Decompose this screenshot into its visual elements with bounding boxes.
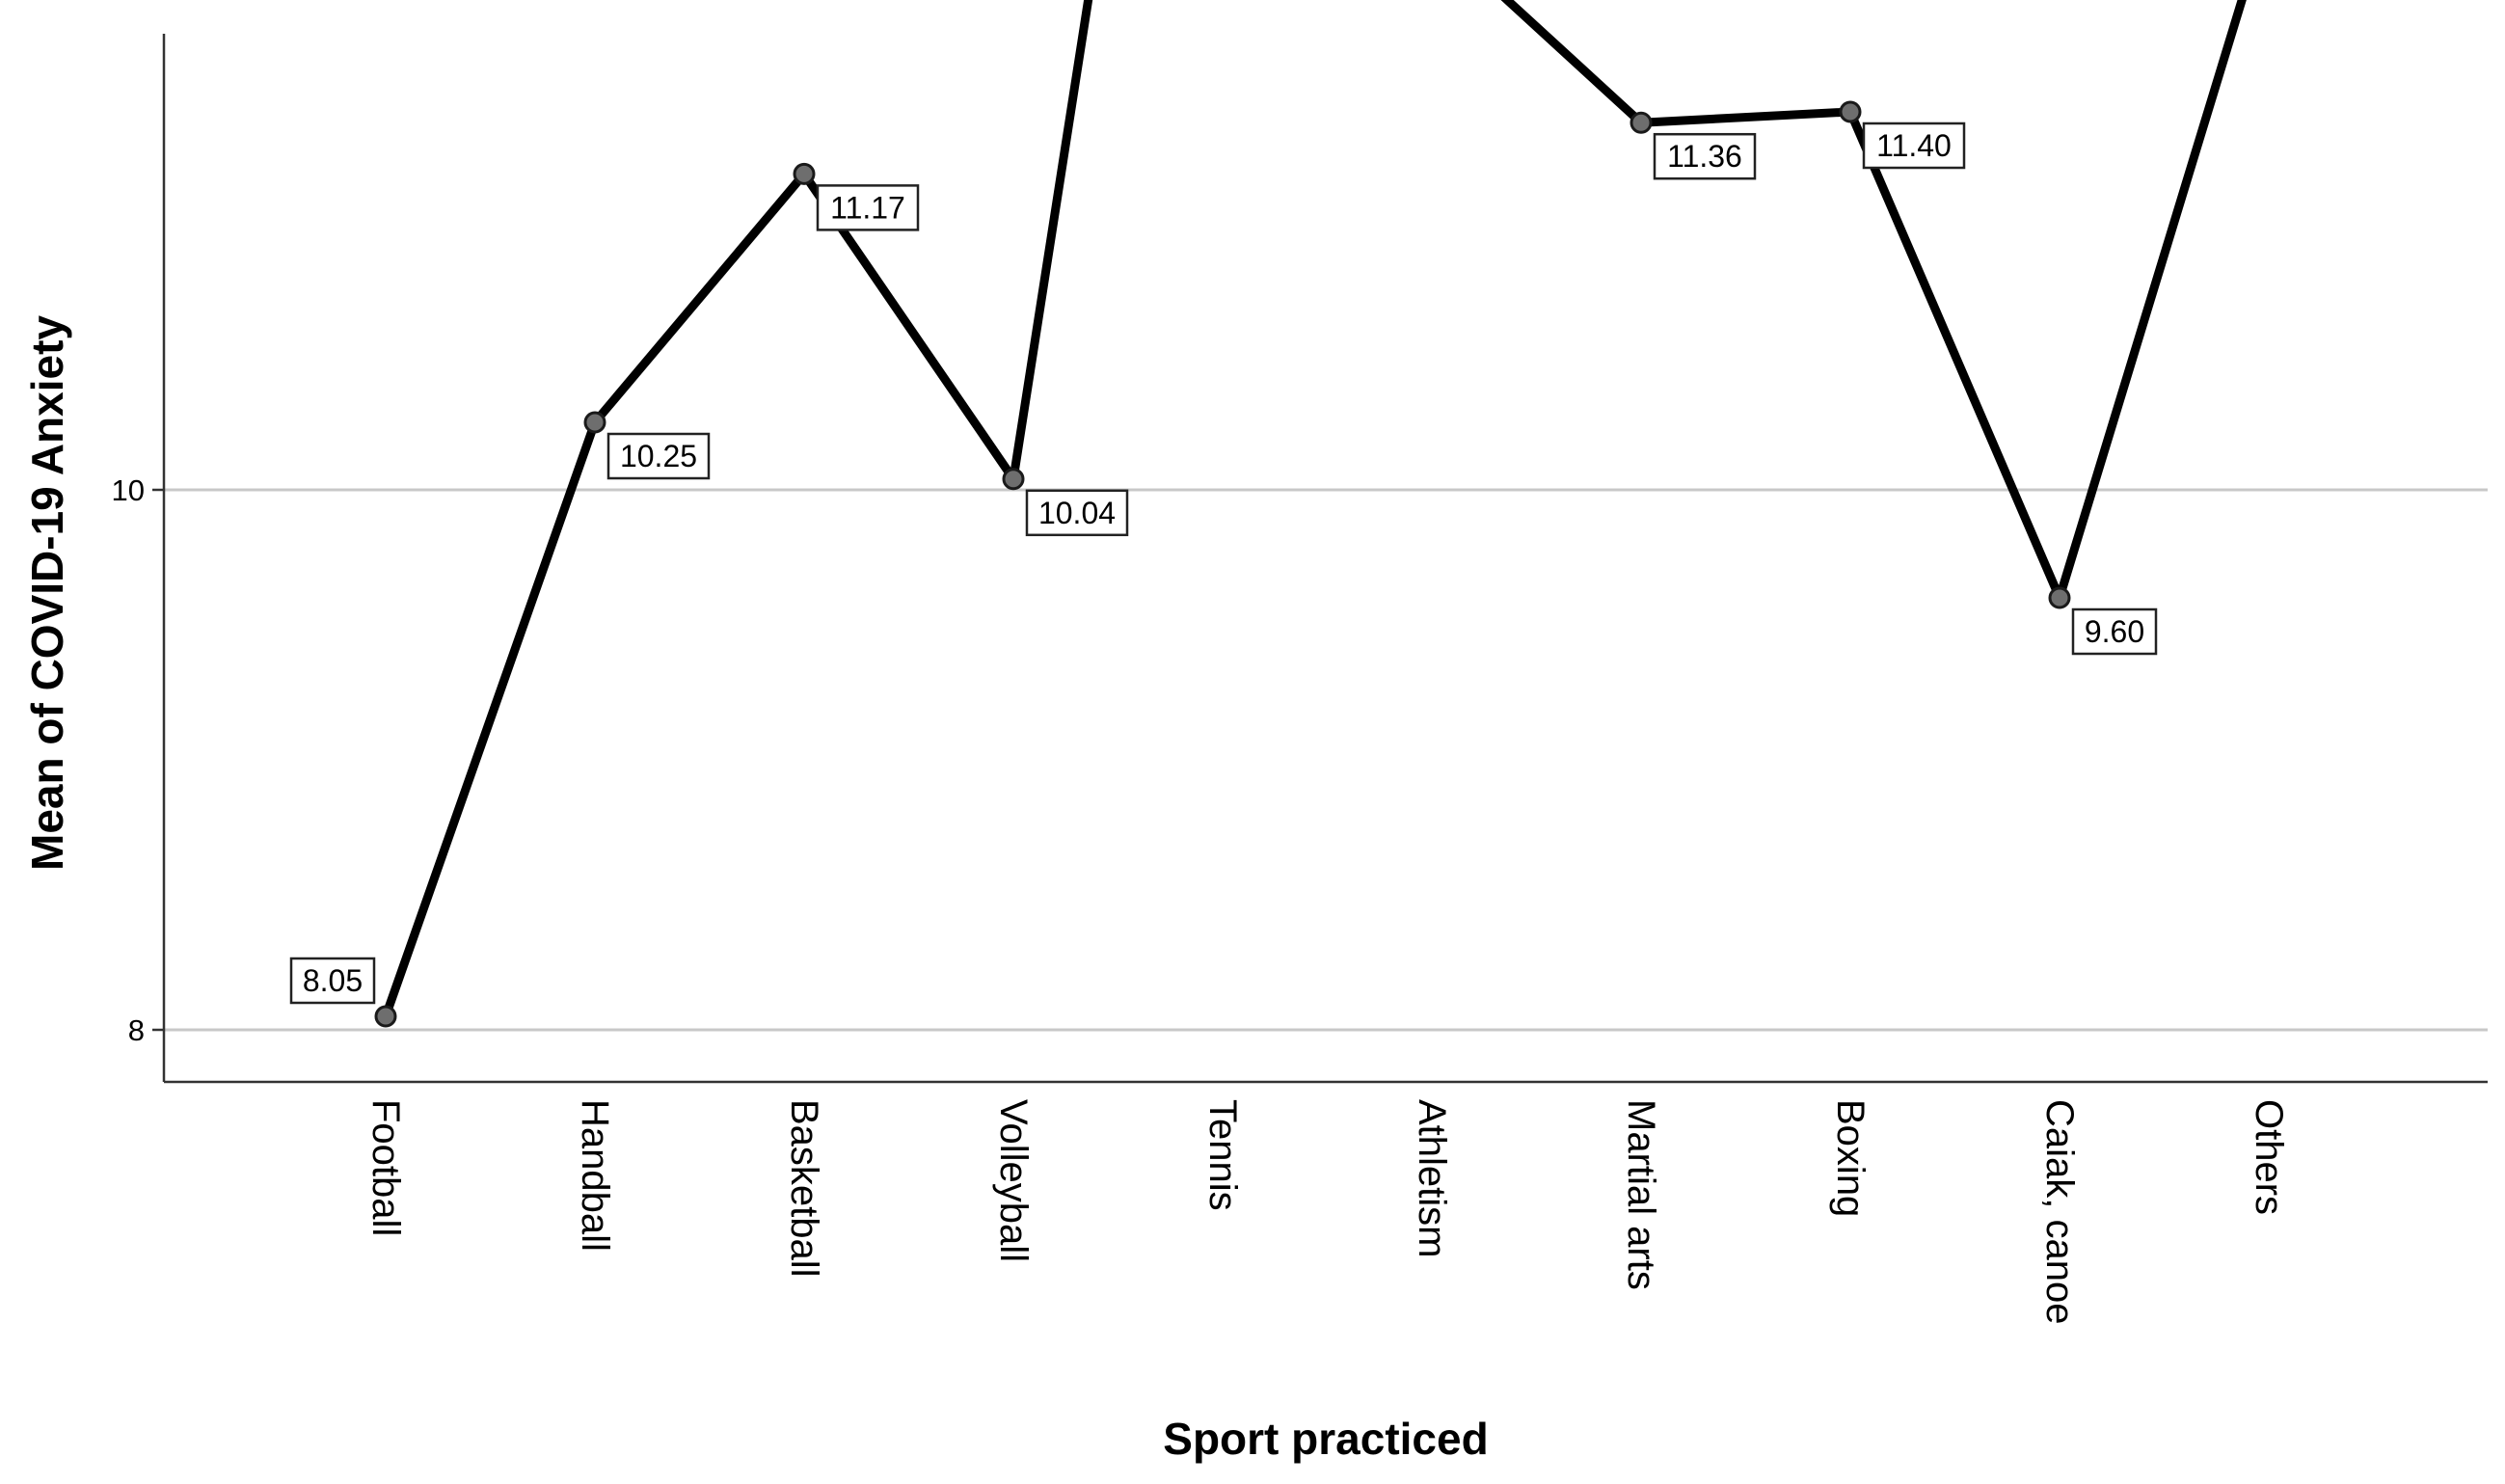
- x-axis-category-labels: Football Handball Basketball Volleyball Tenn…: [364, 1099, 2290, 1324]
- axes: [162, 34, 2488, 1084]
- data-label: 11.36: [1667, 139, 1742, 174]
- data-point: [2048, 586, 2071, 609]
- data-label-box: [289, 957, 376, 1005]
- x-tick-label: Handball: [574, 1099, 616, 1252]
- data-label-box: [1025, 489, 1129, 537]
- x-tick-label: Basketball: [783, 1099, 825, 1278]
- x-tick-label: Martial arts: [1620, 1099, 1662, 1290]
- series: [374, 0, 2247, 1028]
- y-tick-label: 8: [128, 1013, 145, 1047]
- data-point: [1630, 111, 1653, 134]
- data-label: 11.17: [830, 190, 905, 225]
- data-label-box: [1653, 132, 1757, 180]
- x-tick-label: Athletism: [1411, 1099, 1453, 1258]
- gridlines: [164, 488, 2488, 1032]
- x-tick-label: Football: [364, 1099, 407, 1236]
- data-point: [1002, 468, 1025, 491]
- data-label: 10.04: [1038, 496, 1116, 530]
- data-label: 8.05: [303, 963, 363, 998]
- data-labels: 8.0510.2511.1710.0415.0012.0711.3611.409…: [289, 121, 2158, 1005]
- x-axis-title: Sport practiced: [1163, 1414, 1488, 1464]
- data-label: 11.40: [1876, 128, 1952, 163]
- data-point: [374, 1005, 397, 1028]
- series-line: [381, 0, 2247, 1021]
- data-label-box: [606, 432, 711, 480]
- data-point: [583, 411, 606, 434]
- x-tick-label: Others: [2248, 1099, 2290, 1215]
- x-tick-label: Volleyball: [992, 1099, 1035, 1262]
- x-tick-label: Tennis: [1201, 1099, 1244, 1211]
- y-axis-ticks: 8101214: [112, 473, 164, 1047]
- x-tick-label: Boxing: [1829, 1099, 1872, 1217]
- data-point: [1839, 100, 1862, 123]
- data-label: 10.25: [620, 439, 697, 473]
- y-tick-label: 10: [112, 473, 145, 507]
- data-label: 9.60: [2085, 614, 2144, 649]
- data-label-box: [1862, 121, 1966, 170]
- x-tick-label: Caiak, canoe: [2038, 1099, 2081, 1324]
- data-point: [793, 162, 816, 185]
- y-axis-title: Mean of COVID-19 Anxiety: [22, 315, 72, 871]
- data-label-box: [816, 184, 920, 231]
- data-label-box: [2071, 607, 2158, 656]
